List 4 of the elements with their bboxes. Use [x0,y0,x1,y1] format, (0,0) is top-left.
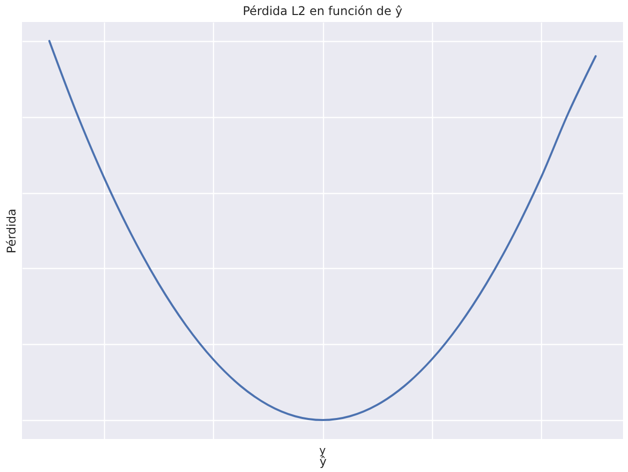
text: y [319,444,326,457]
chart-title: Pérdida L2 en función de ŷ [242,4,402,18]
y-axis-title: Pérdida [4,208,18,254]
x-axis-title: ŷ [319,454,327,468]
